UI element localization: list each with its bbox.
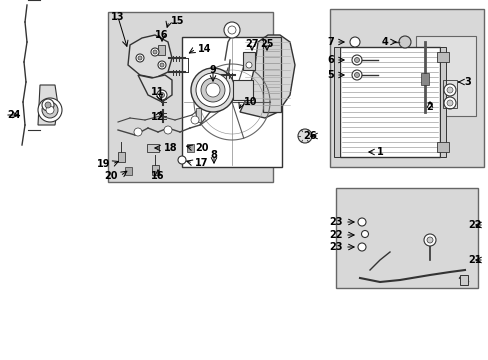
Circle shape	[191, 68, 235, 112]
Circle shape	[151, 48, 159, 56]
Circle shape	[297, 129, 311, 143]
Circle shape	[443, 97, 455, 109]
Circle shape	[446, 100, 452, 106]
Circle shape	[423, 234, 435, 246]
Circle shape	[158, 61, 165, 69]
Text: 26: 26	[303, 131, 316, 141]
Circle shape	[349, 37, 359, 47]
Bar	[420, 73, 428, 85]
Polygon shape	[138, 75, 172, 102]
Circle shape	[354, 72, 359, 77]
Circle shape	[361, 230, 368, 238]
Bar	[329, 9, 483, 167]
Circle shape	[178, 156, 185, 164]
Circle shape	[134, 128, 142, 136]
Circle shape	[163, 126, 172, 134]
Text: 18: 18	[163, 143, 177, 153]
Bar	[459, 275, 467, 285]
Text: 9: 9	[209, 65, 216, 75]
Bar	[196, 108, 201, 122]
Text: 13: 13	[111, 12, 124, 22]
Polygon shape	[240, 35, 294, 118]
Polygon shape	[38, 85, 58, 125]
Text: 5: 5	[326, 70, 333, 80]
Bar	[147, 144, 159, 152]
Bar	[186, 144, 194, 152]
Circle shape	[160, 63, 163, 67]
Circle shape	[201, 78, 224, 102]
Text: 20: 20	[195, 143, 208, 153]
Text: 10: 10	[244, 97, 257, 107]
Bar	[118, 152, 125, 162]
Circle shape	[443, 84, 455, 96]
Circle shape	[138, 56, 142, 60]
Bar	[442, 80, 456, 108]
Bar	[209, 91, 215, 105]
Text: 21: 21	[468, 255, 481, 265]
Circle shape	[351, 55, 361, 65]
Bar	[182, 37, 282, 167]
Bar	[263, 37, 281, 112]
Bar	[436, 52, 448, 62]
Text: 11: 11	[151, 87, 164, 97]
Circle shape	[38, 98, 62, 122]
Text: 23: 23	[329, 217, 342, 227]
Bar	[439, 47, 445, 157]
Bar	[108, 12, 272, 182]
Text: 16: 16	[155, 30, 168, 40]
Text: 6: 6	[326, 55, 333, 65]
Bar	[335, 188, 477, 288]
Text: 12: 12	[151, 112, 164, 122]
Circle shape	[398, 36, 410, 48]
Text: 25: 25	[260, 39, 273, 49]
Circle shape	[357, 218, 365, 226]
Text: 23: 23	[329, 242, 342, 252]
Circle shape	[245, 62, 251, 68]
Text: 19: 19	[96, 159, 110, 169]
Circle shape	[357, 243, 365, 251]
Bar	[232, 80, 252, 100]
Circle shape	[351, 70, 361, 80]
Text: 2: 2	[426, 102, 432, 112]
Circle shape	[426, 237, 432, 243]
Circle shape	[354, 58, 359, 63]
Polygon shape	[128, 35, 172, 78]
Bar	[333, 47, 339, 157]
Text: 27: 27	[245, 39, 258, 49]
Circle shape	[42, 102, 58, 118]
Bar	[152, 165, 159, 175]
Circle shape	[196, 73, 229, 107]
Circle shape	[153, 50, 157, 54]
Bar	[125, 167, 132, 175]
Circle shape	[157, 90, 167, 100]
Circle shape	[42, 99, 54, 111]
Circle shape	[159, 93, 164, 98]
Bar	[436, 142, 448, 152]
Circle shape	[224, 22, 240, 38]
Text: 20: 20	[104, 171, 118, 181]
Text: 8: 8	[210, 150, 217, 160]
Circle shape	[136, 54, 143, 62]
Text: 3: 3	[463, 77, 470, 87]
Text: 16: 16	[151, 171, 164, 181]
Text: 24: 24	[7, 110, 20, 120]
Text: 4: 4	[381, 37, 387, 47]
Circle shape	[191, 116, 199, 124]
Text: 1: 1	[376, 147, 383, 157]
Circle shape	[205, 83, 220, 97]
Circle shape	[446, 87, 452, 93]
Text: 7: 7	[326, 37, 333, 47]
Circle shape	[46, 106, 54, 114]
Bar	[415, 36, 475, 116]
Text: 22: 22	[329, 230, 342, 240]
Bar	[158, 45, 164, 55]
Text: 17: 17	[195, 158, 208, 168]
Circle shape	[44, 104, 56, 116]
Text: 22: 22	[468, 220, 481, 230]
Bar	[339, 47, 439, 157]
Bar	[243, 52, 254, 70]
Text: 15: 15	[171, 16, 184, 26]
Circle shape	[45, 102, 51, 108]
Text: 14: 14	[198, 44, 211, 54]
